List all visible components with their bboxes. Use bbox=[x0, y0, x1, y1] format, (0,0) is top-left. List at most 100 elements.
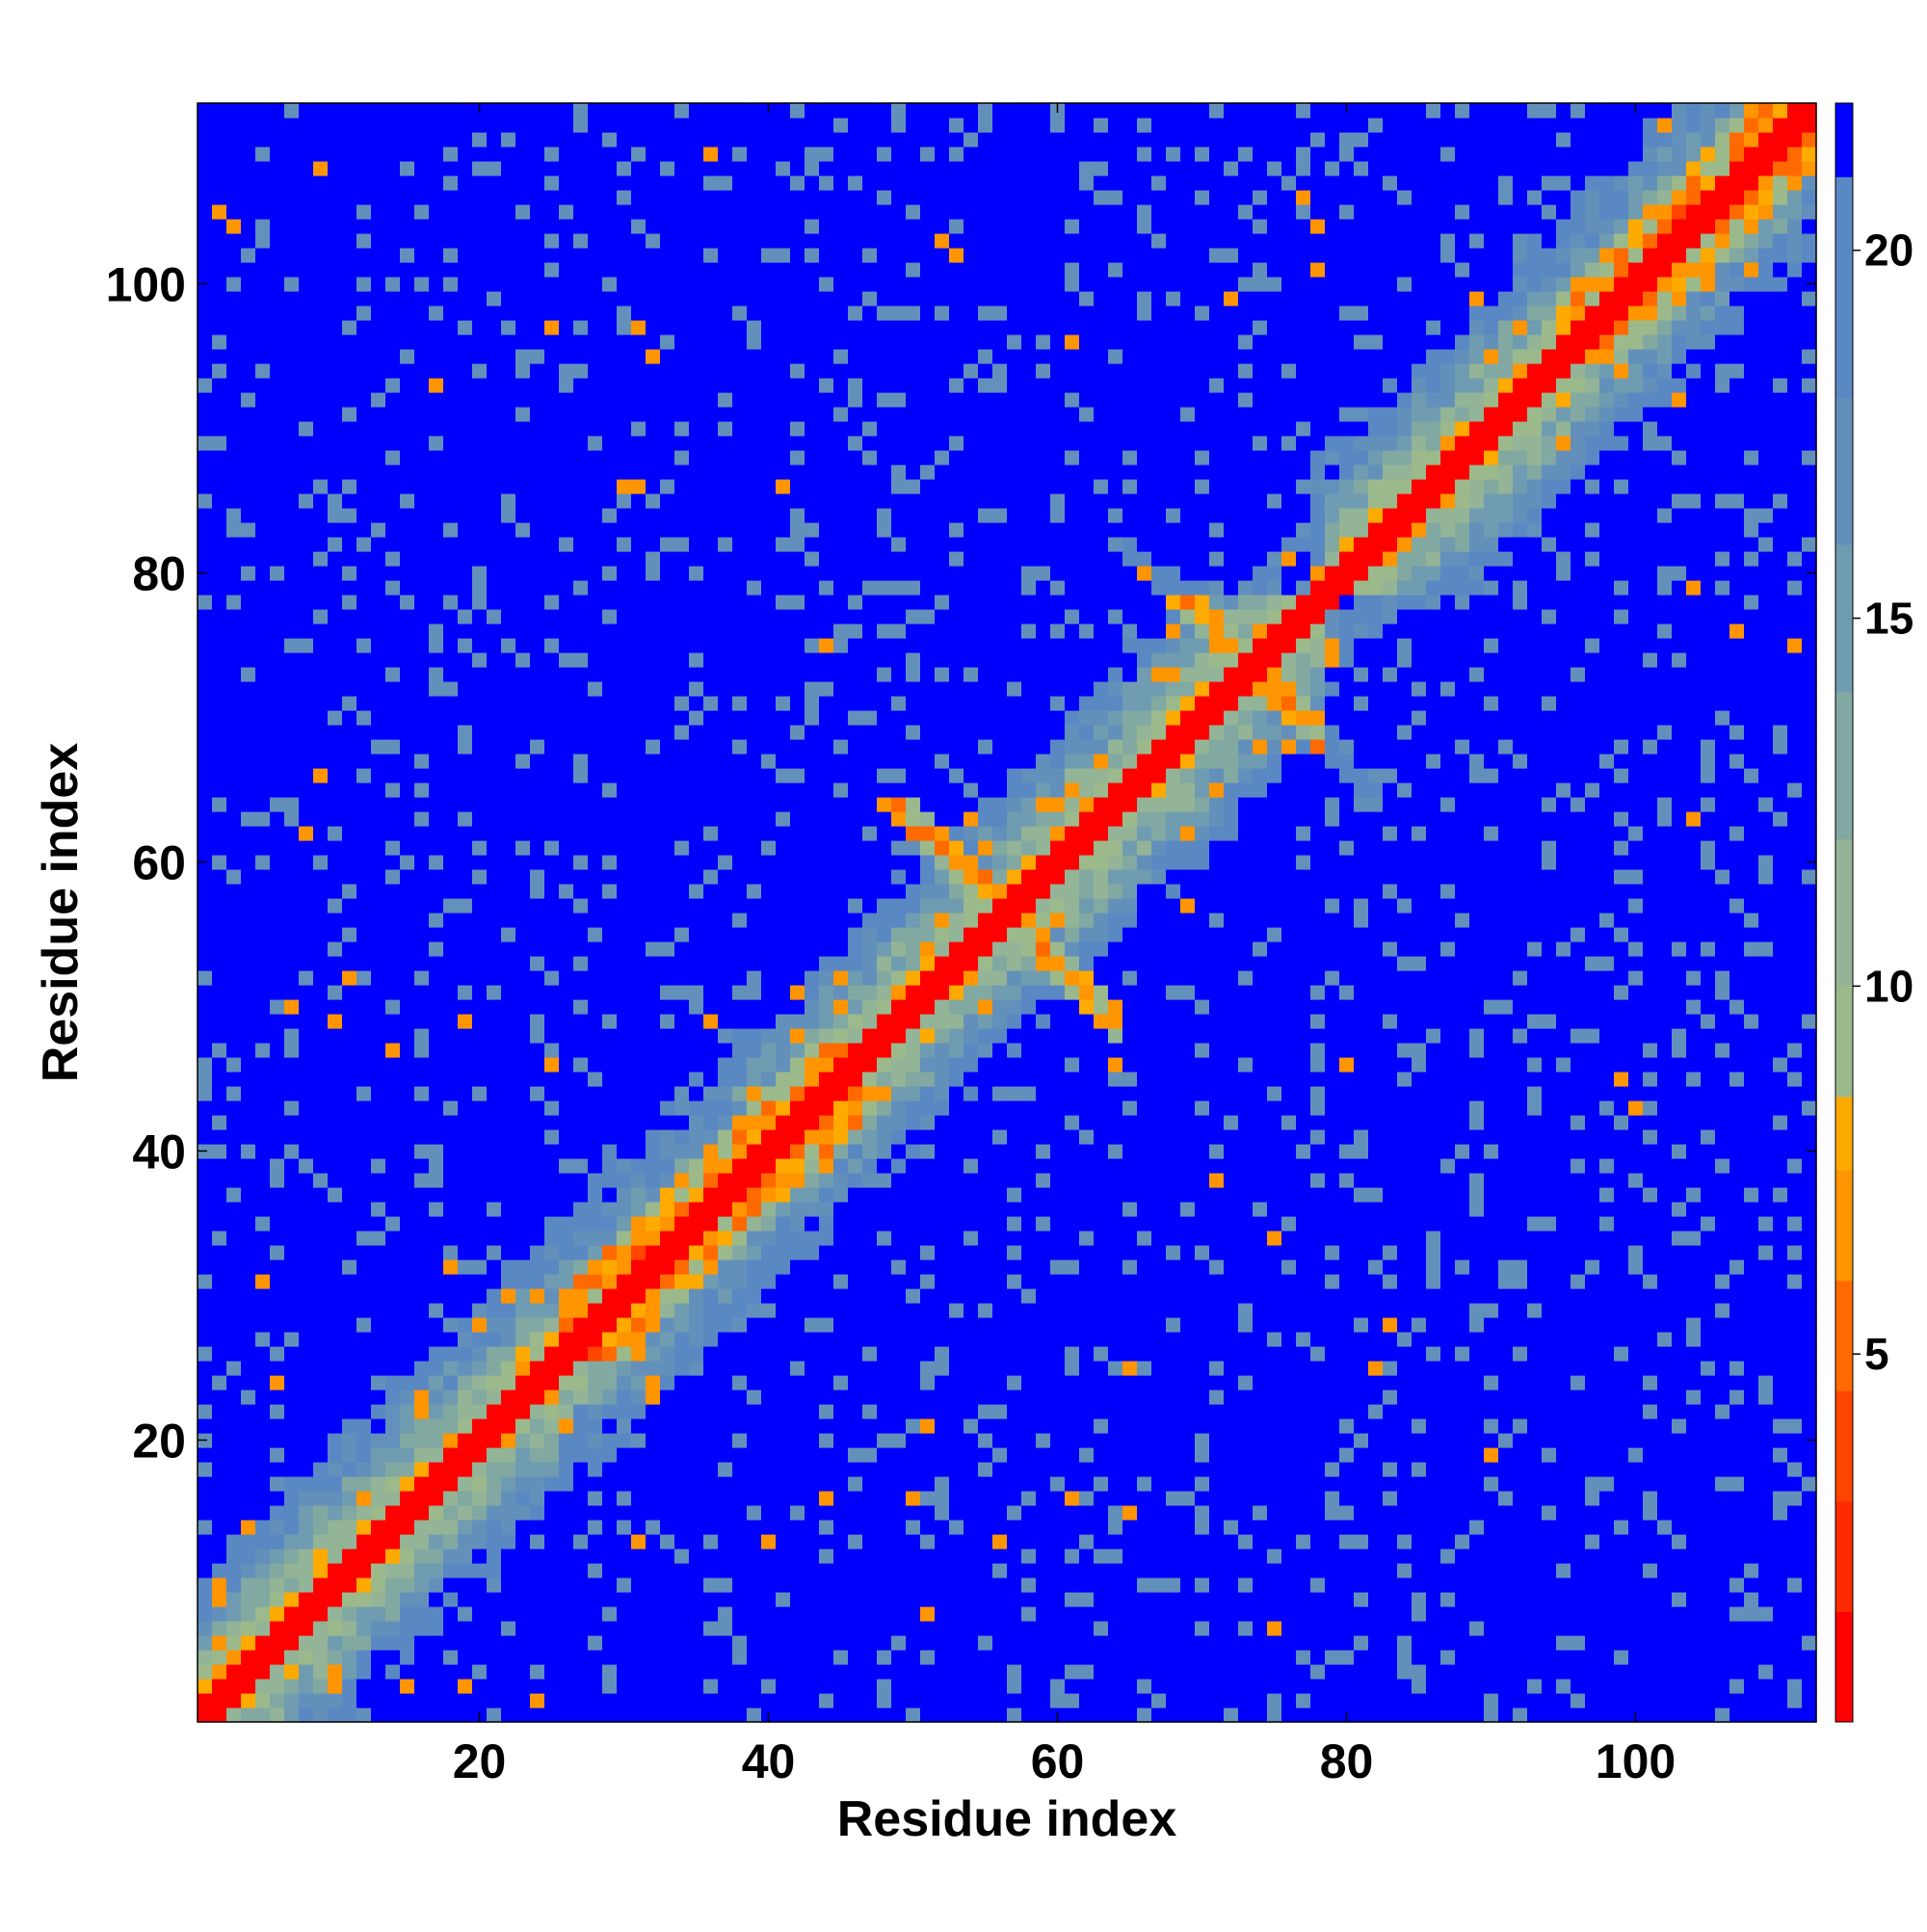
heatmap-cell bbox=[356, 190, 372, 205]
heatmap-cell bbox=[761, 638, 777, 653]
heatmap-cell bbox=[356, 1621, 372, 1636]
heatmap-cell bbox=[371, 1259, 386, 1275]
heatmap-cell bbox=[761, 913, 777, 928]
heatmap-cell bbox=[313, 913, 329, 928]
heatmap-cell bbox=[573, 1129, 589, 1145]
heatmap-cell bbox=[400, 450, 415, 465]
heatmap-cell bbox=[833, 1144, 849, 1159]
heatmap-cell bbox=[443, 407, 459, 422]
heatmap-cell bbox=[703, 927, 719, 942]
heatmap-cell bbox=[776, 1028, 791, 1044]
heatmap-cell bbox=[212, 1650, 227, 1665]
heatmap-cell bbox=[487, 1317, 502, 1333]
heatmap-cell bbox=[732, 768, 748, 783]
heatmap-cell bbox=[747, 1491, 762, 1506]
heatmap-cell bbox=[660, 1650, 675, 1665]
heatmap-cell bbox=[385, 638, 401, 653]
heatmap-cell bbox=[414, 580, 430, 595]
heatmap-cell bbox=[776, 638, 791, 653]
heatmap-cell bbox=[515, 464, 531, 480]
heatmap-cell bbox=[732, 479, 748, 494]
heatmap-cell bbox=[732, 898, 748, 913]
heatmap-cell bbox=[573, 566, 589, 581]
heatmap-cell bbox=[718, 855, 733, 870]
heatmap-cell bbox=[212, 595, 227, 610]
heatmap-cell bbox=[703, 1361, 719, 1376]
heatmap-cell bbox=[328, 1664, 343, 1680]
heatmap-cell bbox=[819, 1389, 834, 1405]
heatmap-cell bbox=[515, 754, 531, 769]
heatmap-cell bbox=[544, 1679, 560, 1694]
heatmap-cell bbox=[299, 1534, 314, 1549]
heatmap-cell bbox=[631, 985, 647, 1000]
heatmap-cell bbox=[255, 1245, 271, 1260]
heatmap-cell bbox=[356, 161, 372, 176]
heatmap-cell bbox=[198, 1288, 213, 1304]
heatmap-cell bbox=[501, 204, 516, 220]
heatmap-cell bbox=[429, 667, 444, 682]
heatmap-cell bbox=[617, 378, 632, 393]
heatmap-cell bbox=[573, 1158, 589, 1174]
heatmap-cell bbox=[356, 551, 372, 567]
heatmap-cell bbox=[819, 566, 834, 581]
heatmap-cell bbox=[226, 811, 242, 827]
heatmap-cell bbox=[689, 884, 704, 899]
heatmap-cell bbox=[732, 204, 748, 220]
heatmap-cell bbox=[212, 609, 227, 624]
heatmap-cell bbox=[776, 754, 791, 769]
heatmap-cell bbox=[544, 855, 560, 870]
heatmap-cell bbox=[660, 782, 675, 798]
heatmap-cell bbox=[429, 970, 444, 986]
heatmap-cell bbox=[646, 869, 661, 885]
heatmap-cell bbox=[631, 1505, 647, 1521]
heatmap-cell bbox=[443, 291, 459, 306]
heatmap-cell bbox=[385, 855, 401, 870]
heatmap-cell bbox=[544, 667, 560, 682]
heatmap-cell bbox=[270, 219, 285, 234]
heatmap-cell bbox=[429, 132, 444, 147]
heatmap-cell bbox=[588, 927, 603, 942]
heatmap-cell bbox=[270, 1129, 285, 1145]
heatmap-cell bbox=[544, 118, 560, 133]
heatmap-cell bbox=[674, 1274, 690, 1289]
heatmap-cell bbox=[255, 1404, 271, 1419]
heatmap-cell bbox=[472, 970, 488, 986]
heatmap-cell bbox=[732, 1491, 748, 1506]
heatmap-cell bbox=[573, 305, 589, 321]
heatmap-cell bbox=[385, 1520, 401, 1535]
heatmap-cell bbox=[602, 913, 618, 928]
heatmap-cell bbox=[833, 1707, 849, 1723]
heatmap-cell bbox=[573, 1577, 589, 1593]
heatmap-cell bbox=[487, 551, 502, 567]
heatmap-cell bbox=[356, 1100, 372, 1116]
heatmap-cell bbox=[226, 334, 242, 350]
heatmap-cell bbox=[458, 1433, 473, 1448]
heatmap-cell bbox=[226, 204, 242, 220]
heatmap-cell bbox=[241, 725, 256, 740]
heatmap-cell bbox=[588, 638, 603, 653]
heatmap-cell bbox=[284, 1014, 300, 1029]
heatmap-cell bbox=[443, 1476, 459, 1492]
heatmap-cell bbox=[270, 277, 285, 292]
heatmap-cell bbox=[226, 493, 242, 509]
heatmap-cell bbox=[198, 1361, 213, 1376]
heatmap-cell bbox=[501, 190, 516, 205]
heatmap-cell bbox=[371, 103, 386, 119]
heatmap-cell bbox=[718, 681, 733, 697]
heatmap-cell bbox=[588, 1043, 603, 1058]
heatmap-cell bbox=[299, 1404, 314, 1419]
heatmap-cell bbox=[515, 1635, 531, 1651]
heatmap-cell bbox=[718, 464, 733, 480]
heatmap-cell bbox=[414, 537, 430, 552]
heatmap-cell bbox=[299, 623, 314, 639]
heatmap-cell bbox=[617, 1361, 632, 1376]
heatmap-cell bbox=[544, 1317, 560, 1333]
heatmap-cell bbox=[458, 1259, 473, 1275]
heatmap-cell bbox=[732, 450, 748, 465]
heatmap-cell bbox=[544, 1505, 560, 1521]
heatmap-cell bbox=[255, 970, 271, 986]
heatmap-cell bbox=[400, 277, 415, 292]
heatmap-cell bbox=[371, 1679, 386, 1694]
heatmap-cell bbox=[515, 652, 531, 668]
heatmap-cell bbox=[674, 1288, 690, 1304]
